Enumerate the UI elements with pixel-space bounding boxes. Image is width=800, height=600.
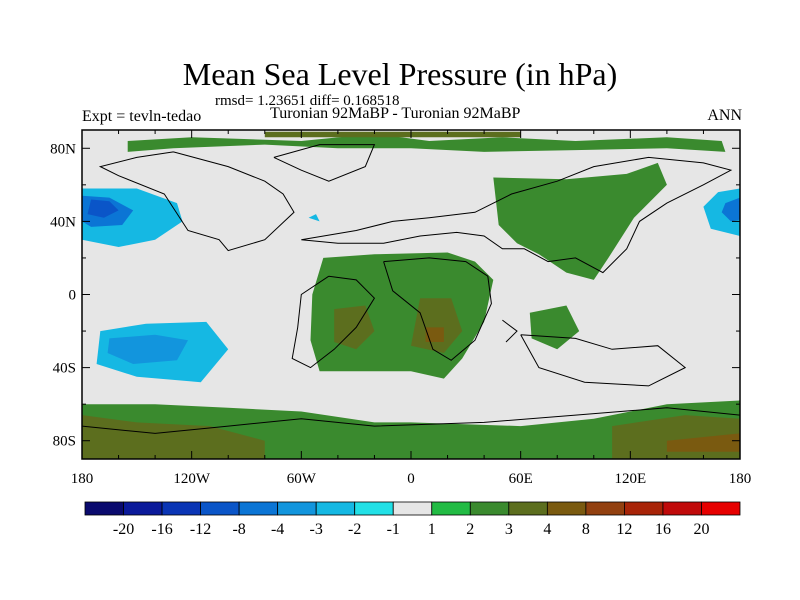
colorbar: -20 -16 -12 -8 -4 -3 -2 -1 1 2 3 4 8 12 16 20: [84, 501, 741, 538]
coastline-7: [82, 407, 740, 434]
colorbar-swatch: [624, 501, 664, 516]
colorbar-label: -8: [232, 521, 245, 538]
colorbar-label: -20: [113, 521, 134, 538]
colorbar-swatch: [701, 501, 741, 516]
region-arctic-green: [127, 133, 726, 152]
coastline-6: [520, 334, 687, 387]
colorbar-label: -4: [271, 521, 284, 538]
colorbar-label: -12: [190, 521, 211, 538]
colorbar-label: 16: [655, 521, 671, 538]
colorbar-swatch: [431, 501, 471, 516]
x-tick-label: 60E: [509, 471, 533, 487]
colorbar-label: -2: [348, 521, 361, 538]
y-tick-label: 80N: [50, 141, 76, 157]
colorbar-swatch: [238, 501, 279, 516]
colorbar-label: -16: [151, 521, 172, 538]
region-indian-ocean-green: [529, 305, 580, 350]
coastline-2: [301, 156, 733, 274]
colorbar-swatch: [277, 501, 317, 516]
region-north-pacific-low-east: [703, 188, 740, 236]
colorbar-swatch: [200, 501, 240, 516]
region-africa-dark: [411, 298, 463, 353]
x-tick-label: 120E: [614, 471, 646, 487]
experiment-label: Expt = tevln-tedao: [82, 108, 202, 125]
colorbar-swatch: [161, 501, 201, 516]
coastline-3: [291, 275, 376, 369]
colorbar-swatch: [546, 501, 587, 516]
region-south-pacific-low-core: [107, 334, 188, 364]
coastline-4: [383, 257, 492, 361]
coastline-5: [502, 319, 518, 343]
colorbar-label: 4: [543, 521, 551, 538]
colorbar-label: 1: [428, 521, 436, 538]
colorbar-label: 3: [505, 521, 513, 538]
rmsd-diff-stats: rmsd= 1.23651 diff= 0.168518: [215, 93, 400, 109]
x-tick-label: 180: [729, 471, 752, 487]
contour-fields: [82, 131, 740, 459]
colorbar-swatch: [392, 501, 433, 516]
coastlines: [82, 144, 740, 434]
region-antarctic-brown-east: [666, 433, 740, 452]
y-tick-label: 80S: [53, 434, 76, 450]
coastline-0: [98, 151, 295, 252]
colorbar-label: 20: [693, 521, 709, 538]
colorbar-swatch: [585, 501, 625, 516]
y-tick-label: 40N: [50, 214, 76, 230]
y-axis: 80N 40N 0 40S 80S: [50, 141, 740, 450]
colorbar-label: -3: [310, 521, 323, 538]
colorbar-swatch: [662, 501, 702, 516]
x-tick-label: 120W: [173, 471, 211, 487]
region-arctic-dark-strip: [264, 131, 521, 138]
colorbar-swatch: [469, 501, 510, 516]
colorbar-swatch: [354, 501, 394, 516]
coastline-1: [273, 144, 376, 182]
y-tick-label: 0: [69, 288, 77, 304]
colorbar-label: -1: [387, 521, 400, 538]
colorbar-label: 2: [466, 521, 474, 538]
region-antarctic-dark-west: [82, 415, 265, 459]
season-label: ANN: [707, 107, 742, 124]
x-tick-label: 0: [407, 471, 415, 487]
region-north-pacific-low-east-core: [721, 197, 740, 222]
chart-subtitle: Turonian 92MaBP - Turonian 92MaBP: [270, 105, 521, 122]
x-tick-label: 180: [71, 471, 94, 487]
region-africa-core: [425, 327, 444, 342]
colorbar-swatch: [84, 501, 124, 516]
colorbar-swatch: [123, 501, 163, 516]
colorbar-swatch: [315, 501, 356, 516]
region-cyan-patch-ne-atlantic: [308, 214, 320, 222]
colorbar-label: 12: [616, 521, 632, 538]
region-samerica-dark: [334, 305, 375, 350]
x-axis: 180 120W 60W 0 60E 120E 180: [71, 130, 752, 487]
region-north-pacific-low-west-inner: [87, 199, 119, 218]
region-asia-green: [493, 162, 667, 280]
x-tick-label: 60W: [287, 471, 317, 487]
chart-title: Mean Sea Level Pressure (in hPa): [182, 56, 618, 92]
colorbar-label: 8: [582, 521, 590, 538]
y-tick-label: 40S: [53, 361, 76, 377]
colorbar-swatch: [508, 501, 548, 516]
